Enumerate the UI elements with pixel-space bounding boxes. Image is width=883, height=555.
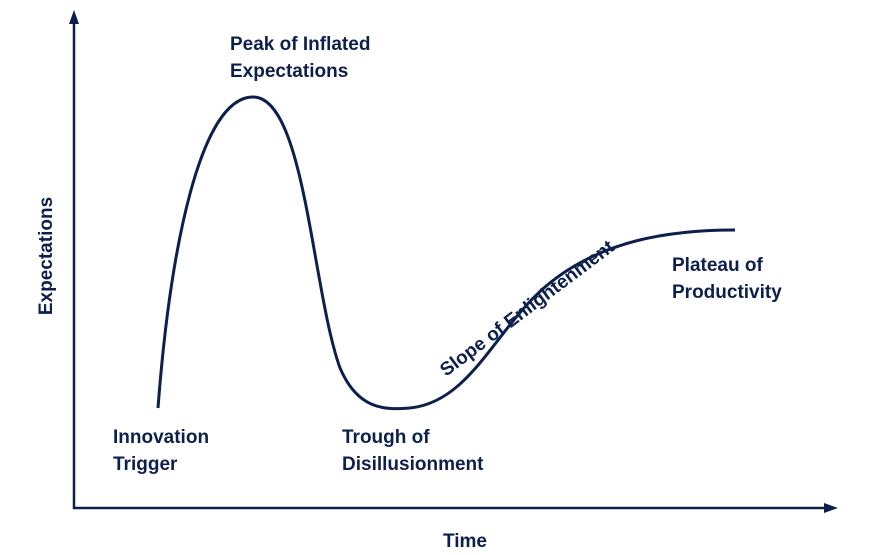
axes xyxy=(72,18,832,510)
x-axis-arrow xyxy=(824,503,838,513)
hype-curve xyxy=(156,95,736,411)
stage-line: Slope of Enlightenment xyxy=(436,236,619,381)
stage-label: Plateau of Productivity xyxy=(672,255,782,303)
stage-line: Trigger xyxy=(113,454,178,475)
y-axis-arrow xyxy=(69,10,79,24)
stage-line: Productivity xyxy=(672,282,782,303)
y-axis-label: Expectations xyxy=(36,197,57,315)
stage-line: Expectations xyxy=(230,61,348,82)
stage-line: Trough of xyxy=(342,427,430,448)
stage-label: Slope of Enlightenment xyxy=(436,236,619,381)
stage-label: Trough of Disillusionment xyxy=(342,427,484,475)
stage-label: Peak of Inflated Expectations xyxy=(230,34,376,82)
x-axis-label: Time xyxy=(443,531,487,552)
stage-line: Disillusionment xyxy=(342,454,484,475)
stage-line: Plateau of xyxy=(672,255,763,276)
stage-label: Innovation Trigger xyxy=(113,427,214,475)
stage-line: Innovation xyxy=(113,427,209,448)
stage-line: Peak of Inflated xyxy=(230,34,370,55)
